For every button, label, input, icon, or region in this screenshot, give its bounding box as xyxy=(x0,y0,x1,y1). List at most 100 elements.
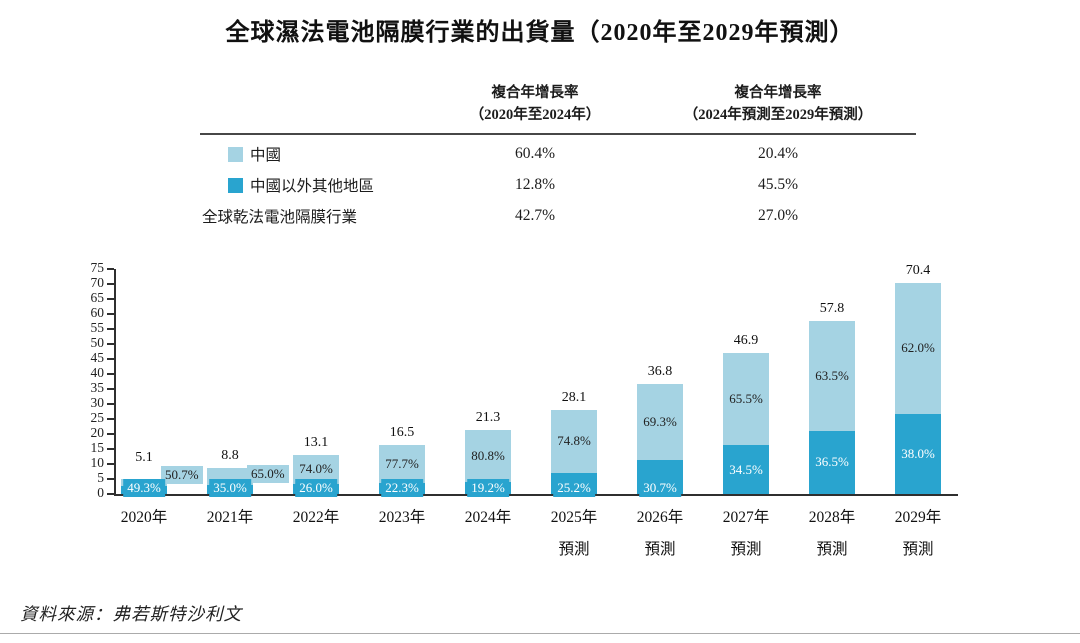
x-axis-label-forecast: 預測 xyxy=(644,541,676,558)
y-axis-label: 45 xyxy=(90,350,105,365)
x-axis-label-forecast: 預測 xyxy=(730,541,762,558)
y-axis-tick xyxy=(107,403,114,405)
other-regions-share-label: 49.3% xyxy=(123,479,165,497)
bar-total-label: 36.8 xyxy=(647,363,673,379)
bar-total-label: 28.1 xyxy=(561,389,587,405)
bar-2026年[interactable]: 69.3% 30.7% 36.8 xyxy=(637,364,683,497)
row-label: 中國以外其他地區 xyxy=(250,178,375,196)
shipment-stacked-bar-chart: 0 5 10 15 20 25 30 35 40 45 50 55 60 65 70 75 50.7% 49.3%… xyxy=(84,255,1024,575)
y-axis-tick xyxy=(107,343,114,345)
china-share-label: 80.8% xyxy=(467,446,509,465)
y-axis-tick xyxy=(107,328,114,330)
x-axis-label-year: 2021年 xyxy=(206,509,254,526)
bottom-divider xyxy=(0,633,1080,634)
y-axis-tick xyxy=(107,448,114,450)
table-row: 中國以外其他地區 12.8% 45.5% xyxy=(180,170,916,201)
y-axis-label: 25 xyxy=(90,410,105,425)
x-axis-label-year: 2026年 xyxy=(636,509,684,526)
x-axis-label-year: 2029年 xyxy=(894,509,942,526)
china-share-label: 65.0% xyxy=(247,464,289,483)
cagr-value-2020-2024: 12.8% xyxy=(514,176,556,194)
bar-2023年[interactable]: 77.7% 22.3% 16.5 xyxy=(379,425,425,497)
bar-2020年[interactable]: 50.7% 49.3% 5.1 xyxy=(121,450,203,497)
y-axis-tick xyxy=(107,298,114,300)
other-regions-share-label: 22.3% xyxy=(381,479,423,497)
y-axis-label: 15 xyxy=(90,440,105,455)
china-legend-swatch-icon xyxy=(228,146,243,162)
y-axis-label: 55 xyxy=(90,320,105,335)
cagr-table-body: 中國 60.4% 20.4% 中國以外其他地區 12.8% 45.5% 全球乾法電池隔膜行業… xyxy=(180,139,916,232)
x-axis-label-year: 2028年 xyxy=(808,509,856,526)
row-label-cell: 全球乾法電池隔膜行業 xyxy=(180,205,430,227)
x-axis-label-year: 2024年 xyxy=(464,509,512,526)
y-axis-tick xyxy=(107,493,114,495)
plot-area: 0 5 10 15 20 25 30 35 40 45 50 55 60 65 70 75 50.7% 49.3%… xyxy=(91,260,958,558)
china-share-label: 63.5% xyxy=(811,366,853,385)
cagr-value-2024-2029: 27.0% xyxy=(757,207,799,225)
x-axis-label-year: 2025年 xyxy=(550,509,598,526)
cagr-value-2024-2029: 20.4% xyxy=(757,145,799,163)
y-axis-tick xyxy=(107,463,114,465)
bar-total-label: 21.3 xyxy=(475,410,501,426)
y-axis-label: 0 xyxy=(97,485,104,500)
bar-2021年[interactable]: 65.0% 35.0% 8.8 xyxy=(207,448,289,497)
other-regions-share-label: 19.2% xyxy=(467,479,509,497)
y-axis-tick xyxy=(107,268,114,270)
y-axis-tick xyxy=(107,388,114,390)
cagr-value-2020-2024: 42.7% xyxy=(514,207,556,225)
chart-title: 全球濕法電池隔膜行業的出貨量（2020年至2029年預測） xyxy=(225,20,855,46)
y-axis-label: 35 xyxy=(90,380,105,395)
cagr-value-2020-2024: 60.4% xyxy=(514,145,556,163)
bar-2029年[interactable]: 62.0% 38.0% 70.4 xyxy=(895,263,941,494)
x-axis-label-forecast: 預測 xyxy=(816,541,848,558)
table-divider xyxy=(200,132,916,135)
china-share-label: 62.0% xyxy=(897,339,939,358)
bar-2022年[interactable]: 74.0% 26.0% 13.1 xyxy=(293,435,339,497)
y-axis-tick xyxy=(107,358,114,360)
cagr-header-line2: （2020年至2024年） xyxy=(469,107,601,124)
bar-2028年[interactable]: 63.5% 36.5% 57.8 xyxy=(809,301,855,494)
y-axis-tick xyxy=(107,373,114,375)
x-axis-label-forecast: 預測 xyxy=(558,541,590,558)
y-axis-tick xyxy=(107,283,114,285)
y-axis-tick xyxy=(107,433,114,435)
cagr-header-line2: （2024年預測至2029年預測） xyxy=(683,107,873,124)
x-axis-label-forecast: 預測 xyxy=(902,541,934,558)
other-regions-share-label: 35.0% xyxy=(209,479,251,497)
cagr-header-2020-2024: 複合年增長率 （2020年至2024年） xyxy=(430,82,640,127)
table-row: 全球乾法電池隔膜行業 42.7% 27.0% xyxy=(180,201,916,232)
bar-2025年[interactable]: 74.8% 25.2% 28.1 xyxy=(551,390,597,497)
china-share-label: 69.3% xyxy=(639,412,681,431)
china-share-label: 77.7% xyxy=(381,454,423,473)
cagr-header-line1: 複合年增長率 xyxy=(734,85,822,101)
bar-total-label: 57.8 xyxy=(819,300,845,316)
x-axis-label-year: 2022年 xyxy=(292,509,340,526)
other-regions-share-label: 36.5% xyxy=(811,453,853,472)
y-axis-label: 30 xyxy=(90,395,105,410)
y-axis-label: 10 xyxy=(90,455,105,470)
bar-total-label: 8.8 xyxy=(221,447,239,463)
china-share-label: 74.0% xyxy=(295,460,337,479)
y-axis-label: 70 xyxy=(90,275,105,290)
y-axis-label: 40 xyxy=(90,365,105,380)
bar-total-label: 70.4 xyxy=(905,262,931,278)
row-label: 全球乾法電池隔膜行業 xyxy=(202,209,358,227)
china-share-label: 65.5% xyxy=(725,390,767,409)
source-note: 資料來源：弗若斯特沙利文 xyxy=(20,604,242,624)
row-label: 中國 xyxy=(250,147,282,165)
y-axis-tick xyxy=(107,313,114,315)
other-regions-share-label: 38.0% xyxy=(897,444,939,463)
cagr-table-header: 複合年增長率 （2020年至2024年） 複合年增長率 （2024年預測至202… xyxy=(180,82,916,127)
other-regions-share-label: 26.0% xyxy=(295,479,337,497)
row-label-cell: 中國以外其他地區 xyxy=(180,174,430,196)
y-axis-label: 20 xyxy=(90,425,105,440)
x-axis-label-year: 2020年 xyxy=(120,509,168,526)
bar-2024年[interactable]: 80.8% 19.2% 21.3 xyxy=(465,410,511,497)
bar-2027年[interactable]: 65.5% 34.5% 46.9 xyxy=(723,333,769,494)
other-regions-share-label: 34.5% xyxy=(725,460,767,479)
china-share-label: 74.8% xyxy=(553,432,595,451)
table-row: 中國 60.4% 20.4% xyxy=(180,139,916,170)
x-axis-label-year: 2027年 xyxy=(722,509,770,526)
other-regions-share-label: 30.7% xyxy=(639,479,681,497)
